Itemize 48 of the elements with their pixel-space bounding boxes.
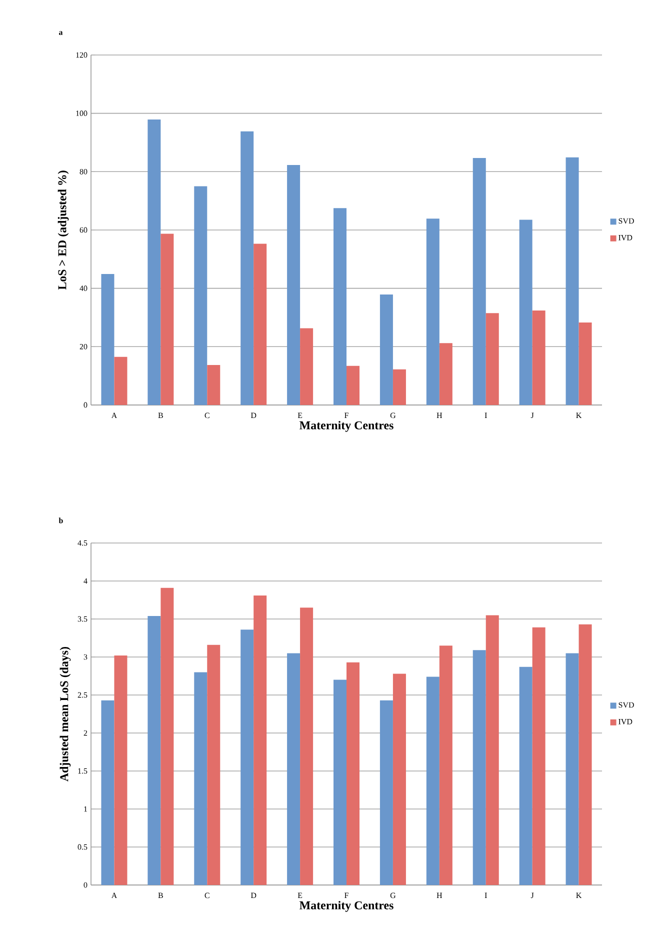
y-axis-title: Adjusted mean LoS (days): [60, 646, 71, 782]
bar: [194, 672, 208, 885]
bar: [346, 662, 360, 885]
bar: [486, 313, 499, 405]
bar: [334, 680, 347, 885]
bar: [566, 157, 579, 405]
bar: [426, 676, 440, 885]
bar: [392, 674, 406, 885]
x-axis-title: Maternity Centres: [300, 900, 394, 912]
bar: [472, 158, 486, 405]
bar: [439, 343, 452, 405]
bar: [578, 322, 592, 405]
bar: [439, 646, 452, 885]
bar: [148, 119, 161, 405]
bar: [240, 131, 254, 405]
x-axis-title: Maternity Centres: [300, 420, 394, 432]
bar: [472, 650, 486, 885]
bar: [346, 366, 360, 405]
bar: [207, 644, 220, 885]
bar: [194, 186, 208, 405]
bar: [532, 310, 546, 405]
bar: [392, 369, 406, 405]
y-axis-title: LoS > ED (adjusted %): [58, 170, 69, 290]
bar: [148, 616, 161, 885]
bar: [380, 700, 393, 885]
bar: [254, 595, 267, 885]
bar: [254, 244, 267, 405]
bar: [114, 356, 128, 405]
bar: [566, 653, 579, 885]
bar: [287, 653, 300, 885]
bar: [300, 328, 314, 405]
bar: [532, 627, 546, 885]
bar: [519, 220, 532, 405]
bar: [160, 588, 174, 885]
bar: [287, 164, 300, 405]
bar: [334, 208, 347, 405]
bar: [114, 655, 128, 885]
bar: [101, 700, 114, 885]
bar: [207, 365, 220, 405]
bar: [578, 624, 592, 885]
bar: [380, 294, 393, 405]
bar: [240, 630, 254, 885]
bar: [519, 666, 532, 885]
bar: [101, 274, 114, 405]
bar: [426, 218, 440, 405]
bar: [486, 615, 499, 885]
bar: [300, 608, 314, 885]
bar: [160, 234, 174, 405]
